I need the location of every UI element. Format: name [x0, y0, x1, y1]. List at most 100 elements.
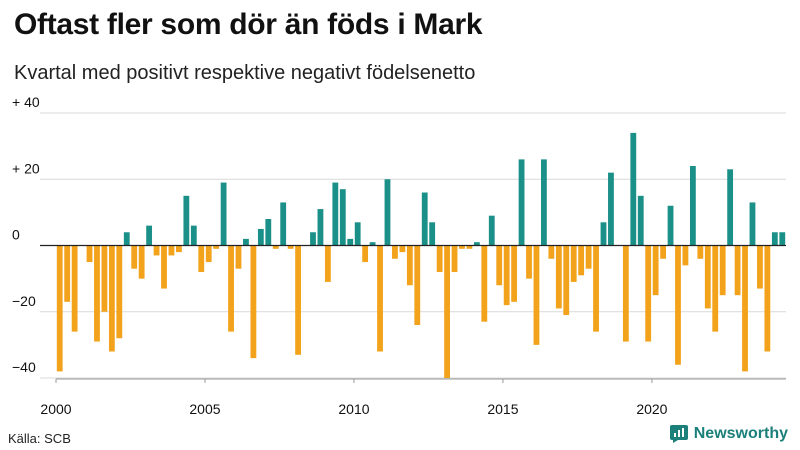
bar-positive	[347, 238, 354, 246]
bar-negative	[228, 245, 234, 332]
bar-negative	[101, 245, 108, 312]
brand-name: Newsworthy	[693, 425, 788, 442]
bar-negative	[548, 245, 555, 259]
bar-negative	[675, 245, 681, 365]
bar-chart: + 40 + 20 0 −20 −40 2000 2005 2010 2015 2020	[12, 94, 786, 417]
bar-negative	[198, 245, 205, 272]
bar-negative	[734, 245, 741, 296]
bar-negative	[153, 245, 160, 256]
y-tick-label: −40	[12, 359, 36, 375]
bar-negative	[719, 245, 726, 296]
bar-positive	[354, 222, 361, 246]
bar-negative	[131, 245, 138, 269]
chart-title: Oftast fler som dör än föds i Mark	[14, 8, 483, 41]
bar-negative	[645, 245, 652, 342]
bar-negative	[496, 245, 503, 286]
bar-negative	[362, 245, 369, 263]
bar-negative	[555, 245, 562, 309]
bar-positive	[473, 242, 480, 246]
x-tick-label: 2020	[636, 401, 667, 417]
newsworthy-logo-icon	[669, 425, 688, 443]
bar-positive	[630, 132, 637, 246]
bar-negative	[138, 245, 145, 279]
bar-negative	[436, 245, 443, 272]
bar-negative	[287, 245, 294, 249]
bar-negative	[526, 245, 532, 279]
bar-positive	[667, 205, 674, 246]
bar-positive	[317, 209, 324, 246]
bar-positive	[146, 225, 153, 246]
bar-negative	[406, 245, 413, 286]
bar-negative	[161, 245, 167, 289]
bar-negative	[466, 245, 473, 249]
bar-negative	[71, 245, 78, 332]
bar-positive	[727, 169, 734, 246]
bar-negative	[414, 245, 421, 325]
bar-positive	[429, 222, 436, 246]
bar-positive	[369, 242, 376, 246]
bar-negative	[295, 245, 301, 355]
bar-negative	[712, 245, 719, 332]
bar-negative	[742, 245, 748, 372]
bar-positive	[637, 195, 644, 246]
bar-negative	[377, 245, 383, 352]
bar-negative	[585, 245, 592, 269]
bars	[56, 132, 786, 378]
bar-negative	[64, 245, 71, 302]
x-tick-label: 2010	[338, 401, 369, 417]
bar-positive	[689, 166, 696, 246]
bar-negative	[205, 245, 212, 263]
bar-negative	[235, 245, 242, 269]
bar-negative	[399, 245, 406, 253]
bar-positive	[518, 159, 525, 246]
bar-negative	[652, 245, 659, 296]
bar-negative	[168, 245, 175, 256]
bar-positive	[257, 228, 264, 246]
bar-positive	[243, 238, 249, 246]
bar-negative	[578, 245, 585, 276]
x-tick-label: 2005	[189, 401, 220, 417]
bar-positive	[541, 159, 547, 246]
y-tick-label: 0	[12, 227, 20, 243]
bar-negative	[86, 245, 93, 263]
bar-negative	[213, 245, 220, 249]
bar-negative	[56, 245, 63, 372]
bar-negative	[108, 245, 115, 352]
bar-negative	[563, 245, 570, 316]
bar-positive	[190, 225, 197, 246]
bar-positive	[310, 232, 316, 246]
bar-positive	[220, 182, 227, 246]
bar-positive	[608, 172, 614, 246]
bar-positive	[123, 232, 130, 246]
bar-negative	[764, 245, 771, 352]
bar-negative	[757, 245, 763, 289]
source-note: Källa: SCB	[8, 431, 71, 446]
x-tick-label: 2015	[487, 401, 518, 417]
bar-negative	[503, 245, 510, 306]
bar-negative	[392, 245, 398, 259]
bar-negative	[511, 245, 518, 302]
bar-negative	[94, 245, 100, 342]
bar-positive	[183, 195, 190, 246]
bar-negative	[324, 245, 331, 282]
bar-negative	[250, 245, 257, 359]
bar-negative	[570, 245, 577, 282]
bar-negative	[593, 245, 599, 332]
bar-negative	[682, 245, 689, 266]
bar-positive	[332, 182, 339, 246]
bar-positive	[384, 179, 391, 246]
y-tick-label: + 20	[12, 160, 40, 176]
x-tick-label: 2000	[40, 401, 71, 417]
bar-negative	[533, 245, 540, 345]
bar-negative	[272, 245, 279, 249]
bar-negative	[697, 245, 704, 259]
bar-negative	[176, 245, 182, 253]
bar-negative	[444, 245, 450, 378]
bar-negative	[451, 245, 458, 272]
bar-negative	[116, 245, 123, 339]
bar-positive	[779, 232, 786, 246]
y-tick-label: + 40	[12, 94, 40, 110]
bar-positive	[600, 222, 607, 246]
bar-negative	[704, 245, 711, 309]
bar-positive	[488, 215, 495, 246]
